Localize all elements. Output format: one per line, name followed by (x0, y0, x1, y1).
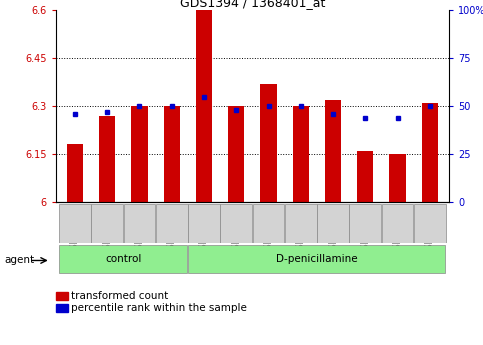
FancyBboxPatch shape (253, 204, 284, 243)
Text: D-penicillamine: D-penicillamine (276, 254, 358, 264)
FancyBboxPatch shape (285, 204, 316, 243)
FancyBboxPatch shape (350, 204, 381, 243)
Text: percentile rank within the sample: percentile rank within the sample (71, 303, 247, 313)
Bar (99, 116, 115, 202)
FancyBboxPatch shape (91, 204, 123, 243)
FancyBboxPatch shape (382, 204, 413, 243)
Bar (67, 145, 83, 202)
Bar (357, 151, 373, 202)
FancyBboxPatch shape (220, 204, 252, 243)
FancyBboxPatch shape (188, 245, 445, 273)
FancyBboxPatch shape (156, 204, 187, 243)
FancyBboxPatch shape (59, 245, 187, 273)
Bar (325, 100, 341, 202)
Bar (228, 106, 244, 202)
FancyBboxPatch shape (188, 204, 220, 243)
Bar (131, 106, 147, 202)
Text: agent: agent (5, 256, 35, 265)
FancyBboxPatch shape (59, 204, 91, 243)
Bar (164, 106, 180, 202)
FancyBboxPatch shape (414, 204, 446, 243)
Title: GDS1394 / 1368401_at: GDS1394 / 1368401_at (180, 0, 325, 9)
Bar (389, 154, 406, 202)
Bar (196, 10, 212, 202)
Bar (422, 103, 438, 202)
Text: control: control (105, 254, 142, 264)
FancyBboxPatch shape (124, 204, 155, 243)
Text: transformed count: transformed count (71, 291, 169, 301)
FancyBboxPatch shape (317, 204, 349, 243)
Bar (260, 84, 277, 202)
Bar (293, 106, 309, 202)
